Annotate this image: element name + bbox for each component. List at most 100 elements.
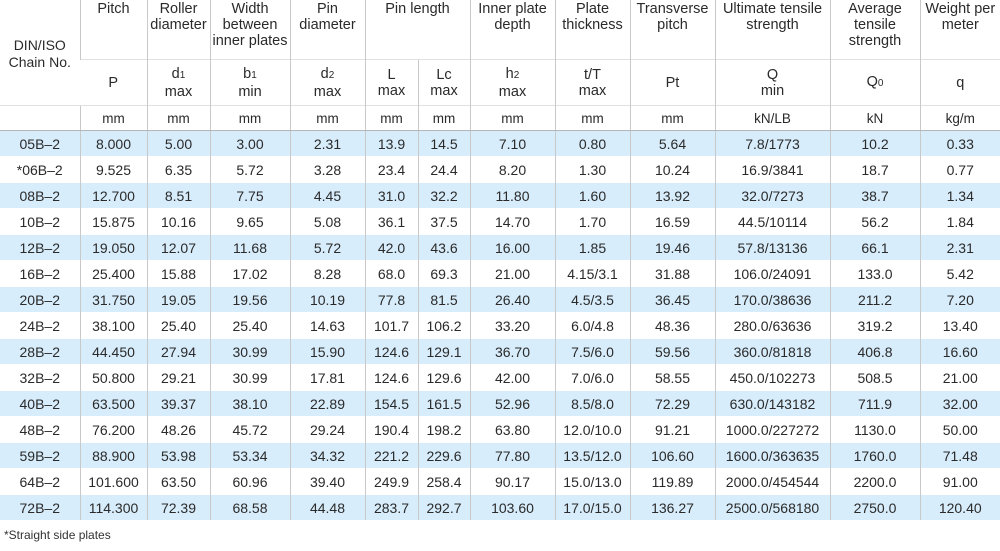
table-header: DIN/ISO Chain No. Pitch Roller diameter Wi… — [0, 0, 1000, 131]
column-title: Pin length — [364, 0, 470, 60]
symbol-qualifier: min — [238, 83, 262, 100]
value-cell: 2000.0/454544 — [714, 468, 830, 495]
unit-cell: mm — [289, 105, 365, 131]
value-cell: 66.1 — [829, 234, 920, 261]
value-cell: 69.3 — [417, 260, 470, 287]
value-cell: 360.0/81818 — [714, 338, 830, 365]
symbol-cell: b1 min — [209, 59, 290, 106]
value-cell: 39.37 — [146, 390, 210, 417]
chain-label: Chain No. — [8, 54, 71, 70]
value-cell: 68.0 — [364, 260, 418, 287]
symbol: d — [171, 65, 180, 82]
value-cell: 29.24 — [289, 416, 365, 443]
column-title: Pitch — [79, 0, 147, 60]
value-cell: 106.2 — [417, 312, 470, 339]
value-cell: 406.8 — [829, 338, 920, 365]
value-cell: 38.7 — [829, 182, 920, 209]
value-cell: 101.7 — [364, 312, 418, 339]
value-cell: 72.39 — [146, 494, 210, 520]
value-cell: 1.70 — [554, 208, 630, 235]
column-title: Plate thickness — [554, 0, 630, 60]
value-cell: 50.800 — [79, 364, 147, 391]
value-cell: 17.02 — [209, 260, 290, 287]
symbol: Q — [766, 66, 779, 83]
value-cell: 68.58 — [209, 494, 290, 520]
value-cell: 5.08 — [289, 208, 365, 235]
value-cell: 44.48 — [289, 494, 365, 520]
value-cell: 450.0/102273 — [714, 364, 830, 391]
chain-number: 10B–2 — [0, 208, 80, 235]
table-row: 12B–2 19.050 12.07 11.68 5.72 42.0 43.6 16.00 1.… — [0, 234, 1000, 261]
value-cell: 63.50 — [146, 468, 210, 495]
value-cell: 120.40 — [919, 494, 1000, 520]
unit-cell: mm — [469, 105, 555, 131]
symbol: Q — [866, 73, 878, 90]
symbol: Pt — [665, 74, 680, 91]
value-cell: 56.2 — [829, 208, 920, 235]
value-cell: 77.8 — [364, 286, 418, 313]
value-cell: 2.31 — [919, 234, 1000, 261]
symbol-cell: Lc max — [417, 59, 470, 106]
table-row: 64B–2 101.600 63.50 60.96 39.40 249.9 258.4 90.… — [0, 468, 1000, 495]
unit-cell: mm — [554, 105, 630, 131]
value-cell: 211.2 — [829, 286, 920, 313]
value-cell: 12.0/10.0 — [554, 416, 630, 443]
symbol-cell: Pt — [629, 59, 715, 106]
value-cell: 11.68 — [209, 234, 290, 261]
value-cell: 119.89 — [629, 468, 715, 495]
value-cell: 13.92 — [629, 182, 715, 209]
symbol-subscript: 2 — [513, 69, 520, 81]
value-cell: 39.40 — [289, 468, 365, 495]
value-cell: 5.72 — [209, 156, 290, 183]
value-cell: 60.96 — [209, 468, 290, 495]
value-cell: 133.0 — [829, 260, 920, 287]
value-cell: 124.6 — [364, 338, 418, 365]
value-cell: 59.56 — [629, 338, 715, 365]
symbol-qualifier: max — [578, 82, 607, 99]
value-cell: 21.00 — [919, 364, 1000, 391]
value-cell: 6.0/4.8 — [554, 312, 630, 339]
value-cell: 32.2 — [417, 182, 470, 209]
value-cell: 76.200 — [79, 416, 147, 443]
value-cell: 1760.0 — [829, 442, 920, 469]
symbol: Lc — [436, 66, 452, 83]
value-cell: 124.6 — [364, 364, 418, 391]
value-cell: 23.4 — [364, 156, 418, 183]
value-cell: 48.26 — [146, 416, 210, 443]
value-cell: 2750.0 — [829, 494, 920, 520]
chain-number: 28B–2 — [0, 338, 80, 365]
value-cell: 1.84 — [919, 208, 1000, 235]
value-cell: 7.75 — [209, 182, 290, 209]
column-title: Ultimate tensile strength — [714, 0, 830, 60]
symbol-qualifier: max — [498, 83, 527, 100]
symbol-subscript: 0 — [877, 77, 884, 89]
value-cell: 53.98 — [146, 442, 210, 469]
value-cell: 15.88 — [146, 260, 210, 287]
symbol-cell: t/T max — [554, 59, 630, 106]
value-cell: 26.40 — [469, 286, 555, 313]
value-cell: 91.00 — [919, 468, 1000, 495]
table-body: 05B–2 8.000 5.00 3.00 2.31 13.9 14.5 7.10 0.80 5.… — [0, 130, 1000, 520]
table-row: 20B–2 31.750 19.05 19.56 10.19 77.8 81.5 26.40 4… — [0, 286, 1000, 313]
value-cell: 22.89 — [289, 390, 365, 417]
value-cell: 249.9 — [364, 468, 418, 495]
value-cell: 221.2 — [364, 442, 418, 469]
value-cell: 16.9/3841 — [714, 156, 830, 183]
value-cell: 8.000 — [79, 130, 147, 157]
value-cell: 38.10 — [209, 390, 290, 417]
value-cell: 1.85 — [554, 234, 630, 261]
value-cell: 4.45 — [289, 182, 365, 209]
value-cell: 198.2 — [417, 416, 470, 443]
chain-number: 20B–2 — [0, 286, 80, 313]
value-cell: 154.5 — [364, 390, 418, 417]
value-cell: 5.00 — [146, 130, 210, 157]
chain-number: 32B–2 — [0, 364, 80, 391]
value-cell: 283.7 — [364, 494, 418, 520]
symbol-qualifier: max — [164, 83, 193, 100]
value-cell: 129.1 — [417, 338, 470, 365]
value-cell: 8.51 — [146, 182, 210, 209]
value-cell: 1.30 — [554, 156, 630, 183]
value-cell: 5.64 — [629, 130, 715, 157]
